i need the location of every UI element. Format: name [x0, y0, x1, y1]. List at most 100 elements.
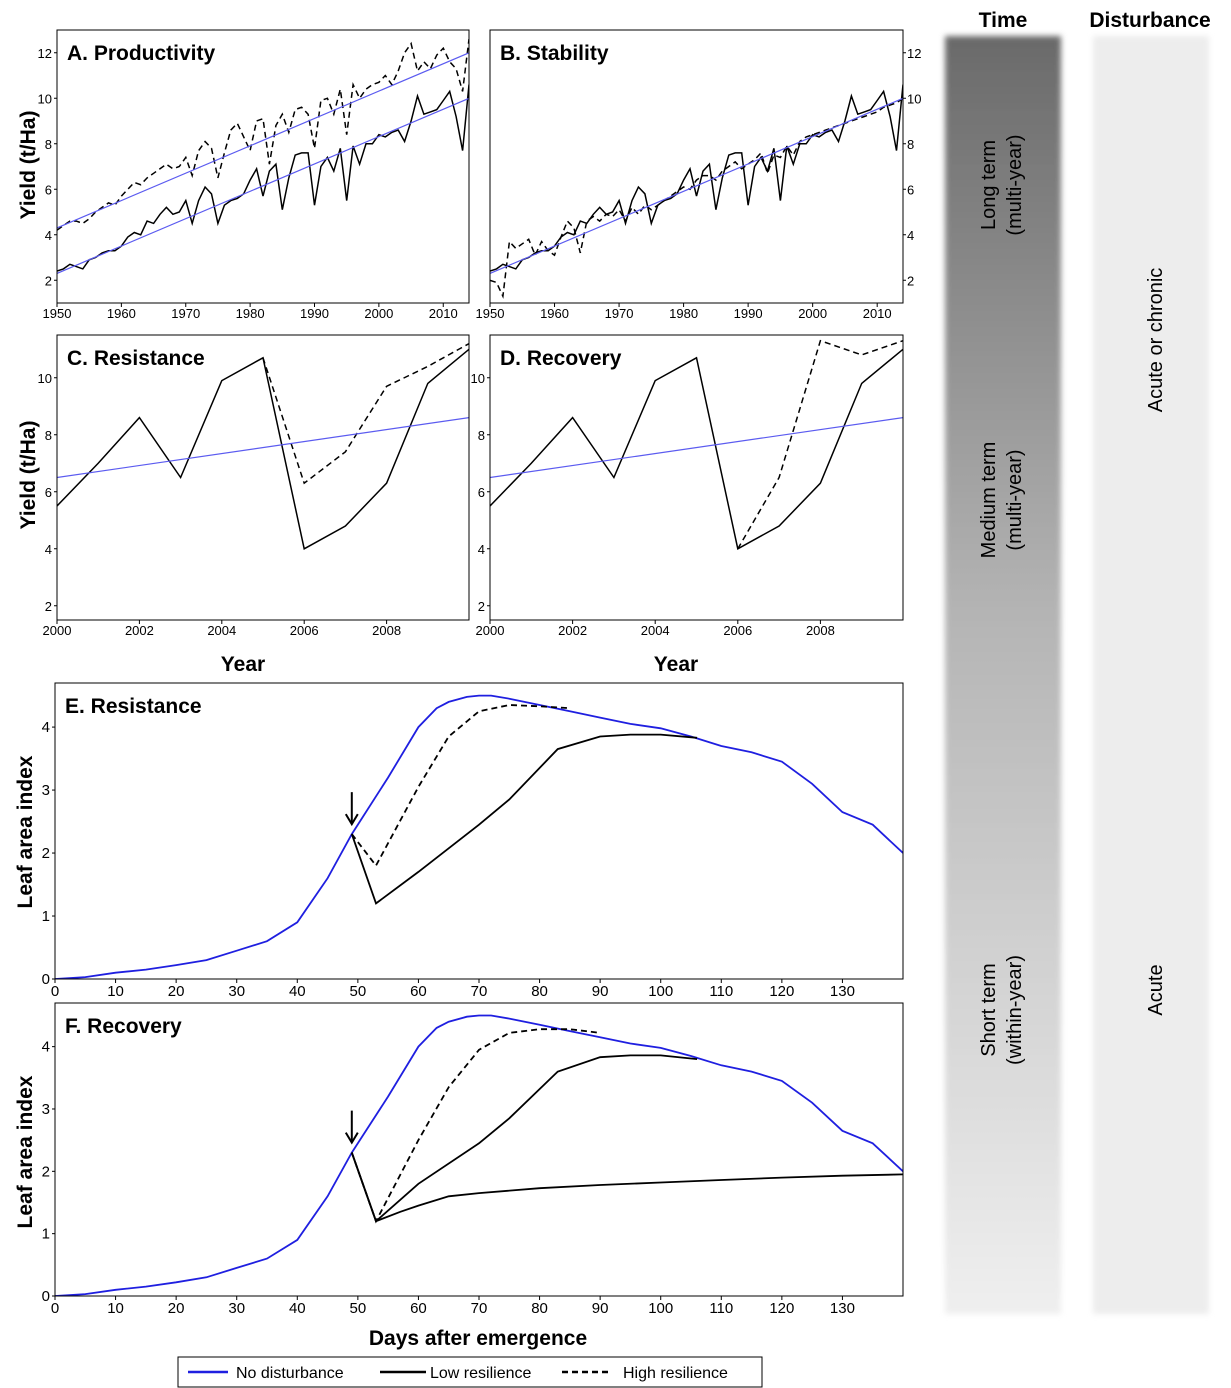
panel-b-xtick-label: 2000 [798, 306, 827, 321]
panel-a-xtick-label: 1980 [236, 306, 265, 321]
panel-c-ytick-label: 6 [45, 485, 52, 500]
panel-d-xtick-label: 2002 [558, 623, 587, 638]
panel-e-xtick-label: 130 [830, 983, 855, 1000]
panel-b: 1950 1960 1970 1980 1990 2000 2010 2 4 6 8 10 12 B. S… [476, 29, 921, 321]
panel-f-ytick-label: 3 [42, 1101, 50, 1118]
panel-f-xtick-label: 70 [471, 1300, 488, 1317]
panel-f-disturbance-arrow-head [344, 1132, 359, 1145]
panel-f-ytick-label: 4 [42, 1039, 50, 1056]
panel-e-xtick-label: 110 [709, 983, 733, 1000]
legend-label-no-disturbance: No disturbance [236, 1365, 344, 1382]
panel-e-xtick-label: 90 [592, 983, 609, 1000]
panel-a-xtick-label: 2000 [364, 306, 393, 321]
panel-c-xtick-label: 2008 [372, 623, 401, 638]
panel-f-xtick-label: 130 [830, 1300, 855, 1317]
panel-e-series-none-0 [55, 694, 903, 979]
panel-b-ytick-label: 8 [907, 137, 914, 152]
time-medium-line2: (multi-year) [1004, 449, 1026, 550]
panel-b-ytick-label: 2 [907, 273, 914, 288]
panel-e-xtick-label: 30 [228, 983, 245, 1000]
panel-e-title: E. Resistance [65, 695, 202, 718]
panel-b-xtick-label: 1950 [476, 306, 505, 321]
panel-b-ytick-label: 6 [907, 182, 914, 197]
disturbance-upper-text: Acute or chronic [1145, 268, 1167, 413]
panel-b-series-low-0 [490, 84, 903, 272]
panel-a-series-low-0 [57, 84, 469, 272]
disturbance-label-lower: Acute [1145, 964, 1167, 1015]
panel-f-xtick-label: 80 [531, 1300, 548, 1317]
panel-f-xtick-label: 60 [410, 1300, 427, 1317]
panel-b-series [490, 84, 903, 299]
panel-c-xtick-label: 2000 [43, 623, 72, 638]
panel-f-xtick-label: 10 [107, 1300, 124, 1317]
panel-e-series-high-2 [351, 704, 570, 868]
panel-a-xtick-label: 1970 [171, 306, 200, 321]
panel-d-xlabel: Year [654, 653, 698, 676]
panel-f-xtick-label: 110 [709, 1300, 733, 1317]
panel-e-xtick-label: 70 [471, 983, 488, 1000]
panel-d: 2000 2002 2004 2006 2008 2 4 6 8 10 D. Recovery [471, 334, 904, 638]
panel-e: 0 10 20 30 40 50 60 70 80 90 100 110 120 130 0 1 2 3 4 E. R… [42, 682, 904, 1000]
panel-d-series-high-1 [737, 339, 903, 550]
time-long-line2: (multi-year) [1004, 134, 1026, 235]
panel-e-xtick-label: 60 [410, 983, 427, 1000]
panel-c-ytick-label: 10 [38, 371, 52, 386]
panel-e-xtick-label: 100 [648, 983, 673, 1000]
panel-c-xlabel: Year [221, 653, 265, 676]
panel-b-series-trend-2 [490, 97, 903, 274]
panel-d-ytick-label: 2 [478, 599, 485, 614]
panel-e-ytick-label: 3 [42, 782, 50, 799]
panel-c-xtick-label: 2004 [207, 623, 236, 638]
panel-e-series [55, 694, 903, 979]
panel-d-ytick-label: 4 [478, 542, 485, 557]
panel-c-title: C. Resistance [67, 347, 205, 370]
panel-e-xtick-label: 10 [107, 983, 124, 1000]
panel-a-frame [56, 29, 470, 304]
panel-f-frame [54, 1002, 904, 1297]
panel-a-ytick-label: 6 [45, 182, 52, 197]
panel-d-xtick-label: 2004 [641, 623, 670, 638]
panel-b-title: B. Stability [500, 42, 609, 65]
panel-b-ytick-label: 12 [907, 46, 921, 61]
time-short-line1: Short term [978, 963, 1000, 1056]
panel-c-xtick-label: 2002 [125, 623, 154, 638]
panel-a-ytick-label: 12 [38, 46, 52, 61]
panel-f: 0 10 20 30 40 50 60 70 80 90 100 110 120 130 0 1 2 3 4 F. R… [42, 1002, 904, 1317]
time-short-line2: (within-year) [1004, 955, 1026, 1065]
panel-d-series-low-0 [490, 348, 903, 550]
panel-c-xtick-label: 2006 [290, 623, 319, 638]
panel-a-title: A. Productivity [67, 42, 216, 65]
time-label-short: Short term (within-year) [978, 955, 1026, 1065]
panel-c-series-high-1 [262, 342, 469, 485]
panel-f-xtick-label: 50 [350, 1300, 367, 1317]
panel-b-xtick-label: 1980 [669, 306, 698, 321]
time-gradient-bar [945, 36, 1061, 1314]
panel-a-ytick-label: 4 [45, 228, 52, 243]
panel-d-series-trend-2 [490, 417, 903, 479]
panel-f-xtick-label: 20 [168, 1300, 185, 1317]
panel-a-ytick-label: 10 [38, 91, 52, 106]
panel-b-xtick-label: 1960 [540, 306, 569, 321]
panel-f-ytick-label: 1 [42, 1226, 50, 1243]
panel-b-xtick-label: 1970 [605, 306, 634, 321]
panel-e-xtick-label: 40 [289, 983, 306, 1000]
panel-b-ytick-label: 4 [907, 228, 914, 243]
panel-f-ytick-label: 0 [42, 1288, 50, 1305]
panel-c-ytick-label: 4 [45, 542, 52, 557]
panel-e-xtick-label: 50 [350, 983, 367, 1000]
panel-a-series-trend-2 [57, 52, 469, 229]
panel-f-xlabel: Days after emergence [369, 1327, 587, 1350]
panel-d-ytick-label: 8 [478, 428, 485, 443]
panel-b-xtick-label: 2010 [863, 306, 892, 321]
panel-e-ytick-label: 0 [42, 971, 50, 988]
panel-d-ytick-label: 10 [471, 371, 485, 386]
panel-c-series-trend-2 [57, 417, 469, 479]
panel-f-xtick-label: 90 [592, 1300, 609, 1317]
panel-c-ytick-label: 8 [45, 428, 52, 443]
panel-e-frame [54, 682, 904, 980]
panel-c-ytick-label: 2 [45, 599, 52, 614]
panel-f-xtick-label: 100 [648, 1300, 673, 1317]
panel-b-ytick-label: 10 [907, 91, 921, 106]
disturbance-header: Disturbance [1089, 9, 1210, 32]
